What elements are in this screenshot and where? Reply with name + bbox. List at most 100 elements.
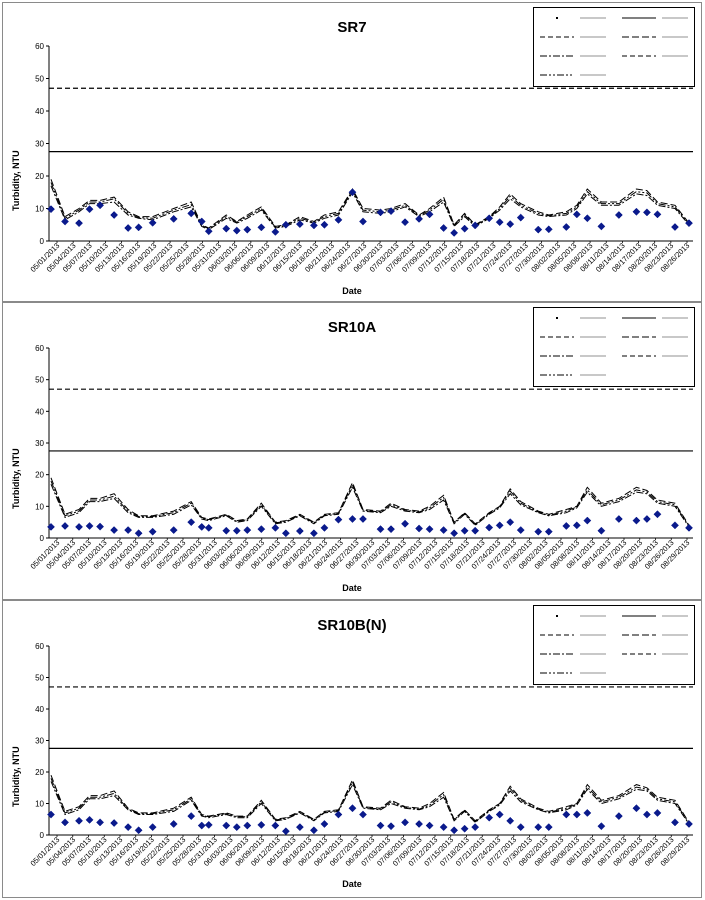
legend-text-placeholder (662, 355, 688, 357)
series-line (50, 480, 690, 527)
x-axis-label: Date (342, 583, 362, 593)
data-point (506, 518, 515, 527)
data-point (134, 826, 143, 835)
x-axis-label: Date (342, 286, 362, 296)
legend-text-placeholder (580, 74, 606, 76)
data-point (197, 522, 206, 531)
data-point (232, 526, 241, 535)
data-point (169, 214, 178, 223)
legend-text-placeholder (662, 653, 688, 655)
legend-marker (556, 615, 558, 617)
legend-text-placeholder (580, 36, 606, 38)
data-point (376, 525, 385, 534)
data-point (61, 217, 69, 226)
data-point (425, 210, 434, 219)
data-point (572, 210, 581, 219)
data-point (204, 227, 213, 236)
y-tick-label: 30 (35, 439, 44, 448)
data-point (534, 823, 543, 832)
data-point (257, 525, 266, 534)
legend-text-placeholder (580, 634, 606, 636)
legend-swatches (540, 615, 688, 674)
data-point (85, 205, 94, 214)
y-tick-label: 50 (35, 376, 44, 385)
y-tick-label: 40 (35, 407, 44, 416)
data-point (642, 208, 651, 217)
legend-text-placeholder (580, 355, 606, 357)
data-point (187, 518, 196, 527)
data-point (387, 822, 395, 831)
data-point (204, 523, 213, 532)
data-point (495, 521, 504, 530)
data-point (562, 223, 571, 231)
data-point (516, 213, 525, 222)
y-tick-label: 0 (40, 831, 45, 840)
data-point (562, 522, 571, 530)
legend (533, 605, 695, 685)
data-point (110, 211, 119, 219)
data-point (222, 821, 231, 830)
data-point (401, 818, 410, 827)
data-point (243, 225, 252, 234)
data-point (271, 821, 280, 830)
data-point (75, 522, 83, 531)
data-point (243, 526, 252, 535)
y-tick-label: 0 (40, 237, 45, 246)
data-point (257, 820, 266, 829)
data-point (544, 225, 553, 234)
y-tick-label: 40 (35, 107, 44, 116)
data-point (271, 523, 280, 532)
data-point (671, 818, 679, 827)
y-tick-label: 30 (35, 140, 44, 149)
data-point (506, 220, 515, 229)
data-point (460, 824, 469, 833)
data-point (295, 823, 304, 832)
data-point (169, 526, 178, 535)
legend-text-placeholder (580, 374, 606, 376)
legend-swatches (540, 317, 688, 376)
data-point (110, 526, 119, 535)
data-point (583, 214, 592, 223)
y-tick-label: 10 (35, 800, 44, 809)
data-point (334, 215, 343, 224)
data-point (439, 526, 448, 535)
data-point (376, 821, 385, 830)
y-tick-label: 40 (35, 705, 44, 714)
data-point (222, 224, 231, 233)
data-point (134, 223, 143, 232)
legend-text-placeholder (662, 634, 688, 636)
data-point (320, 220, 329, 229)
data-point (450, 826, 459, 835)
chart-title: SR10B(N) (317, 617, 387, 634)
data-point (450, 529, 459, 538)
data-point (334, 810, 343, 819)
legend-text-placeholder (662, 55, 688, 57)
data-point (685, 523, 693, 532)
data-point (148, 527, 157, 536)
y-tick-label: 0 (40, 534, 45, 543)
legend (533, 307, 695, 387)
data-point (359, 810, 367, 819)
y-tick-label: 10 (35, 205, 44, 214)
data-point (387, 207, 395, 216)
legend-text-placeholder (662, 317, 688, 319)
chart-panel-sr7: SR7 Turbidity, NTU Date 0 10 20 30 40 50 60 05/… (2, 2, 702, 302)
data-point (485, 523, 494, 532)
data-point (614, 211, 623, 219)
chart-panel-sr10a: SR10A Turbidity, NTU Date 0 10 20 30 40 50 60 0… (2, 302, 702, 600)
data-point (197, 217, 206, 226)
data-point (232, 226, 241, 235)
data-point (320, 820, 329, 828)
y-tick-label: 20 (35, 768, 44, 777)
data-point (96, 201, 105, 210)
data-point (597, 822, 606, 831)
chart-plot-sr10bn: 010203040506005/01/201305/04/201305/07/2… (29, 642, 693, 868)
data-point (124, 823, 133, 832)
data-point (124, 224, 133, 232)
data-point (415, 524, 424, 533)
data-point (281, 220, 290, 229)
data-point (187, 812, 196, 821)
legend-text-placeholder (580, 317, 606, 319)
legend-swatches (540, 17, 688, 76)
legend-marker (556, 317, 558, 319)
